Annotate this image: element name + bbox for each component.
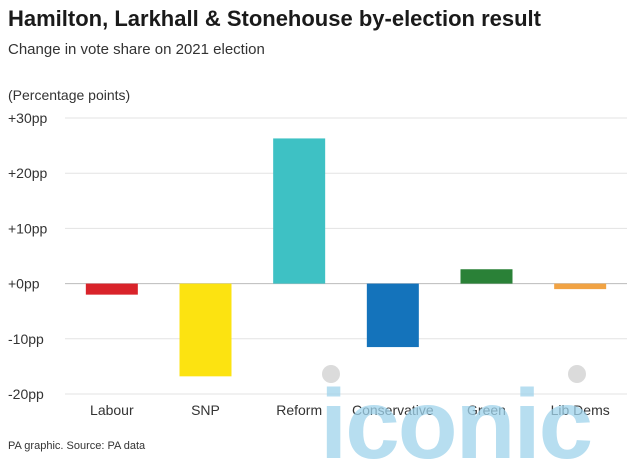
category-label: SNP [191, 402, 220, 418]
bar-reform [273, 138, 326, 284]
gridlines [65, 117, 627, 395]
bar-green [460, 269, 513, 284]
y-tick-label: +0pp [8, 276, 40, 292]
y-tick-label: -20pp [8, 386, 44, 402]
y-tick-label: +10pp [8, 220, 48, 236]
y-tick-label: -10pp [8, 331, 44, 347]
category-label: Reform [276, 402, 322, 418]
category-label: Conservative [352, 402, 434, 418]
category-label: Lib Dems [551, 402, 610, 418]
bar-labour [85, 283, 138, 295]
y-axis-tick-labels: +30pp +20pp +10pp +0pp -10pp -20pp [8, 110, 48, 402]
x-axis-category-labels: Labour SNP Reform Conservative Green Lib Dems [90, 402, 610, 418]
source-note: PA graphic. Source: PA data [8, 440, 146, 452]
y-axis-unit-label: (Percentage points) [8, 87, 131, 103]
bar-lib-dems [554, 283, 607, 290]
bars [85, 138, 607, 377]
bar-conservative [366, 283, 419, 348]
category-label: Green [467, 402, 506, 418]
chart-subtitle: Change in vote share on 2021 election [8, 41, 265, 58]
category-label: Labour [90, 402, 134, 418]
chart-title: Hamilton, Larkhall & Stonehouse by-elect… [8, 6, 541, 31]
y-tick-label: +30pp [8, 110, 48, 126]
y-tick-label: +20pp [8, 165, 48, 181]
bar-snp [179, 283, 232, 377]
